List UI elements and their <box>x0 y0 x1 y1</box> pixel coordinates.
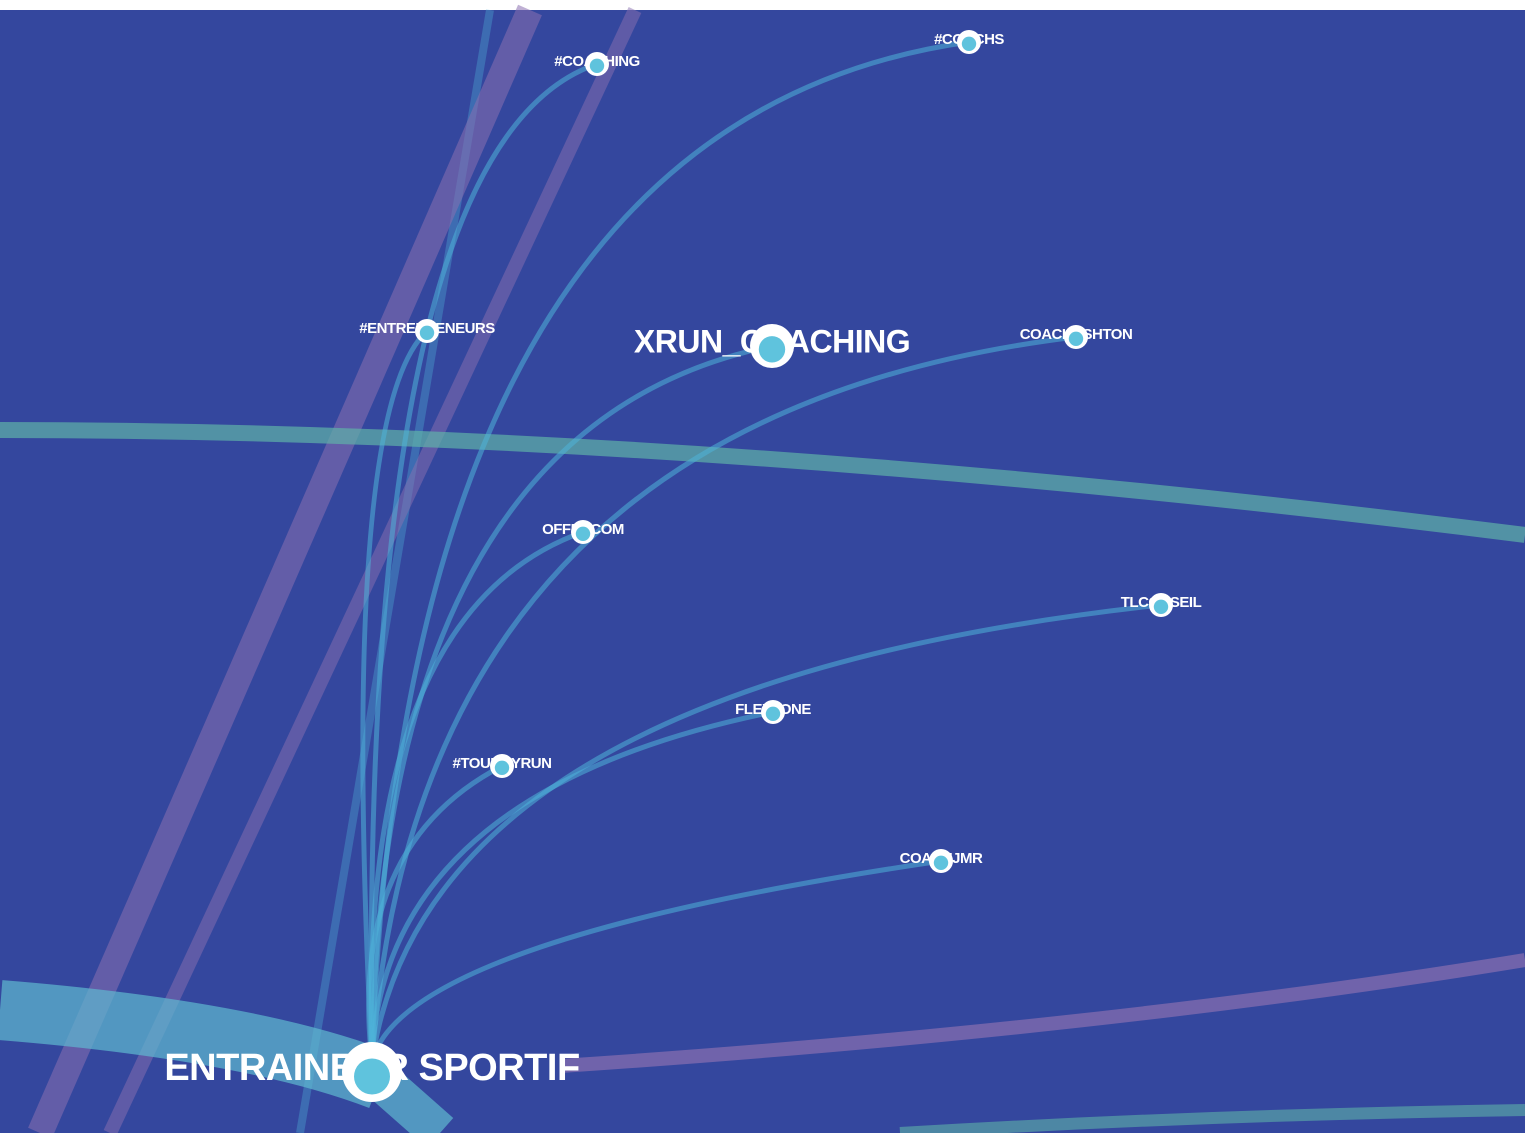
node: XRUN_COACHING <box>634 323 911 368</box>
node: FLEXTONE <box>735 700 812 724</box>
edge <box>369 602 1162 1063</box>
node-core <box>765 706 781 721</box>
edge <box>366 763 504 1063</box>
node-core <box>354 1058 390 1095</box>
band <box>899 1104 1525 1133</box>
node-core <box>758 336 786 363</box>
node: COACHJMR <box>900 849 983 873</box>
background-bands <box>0 4 1525 1133</box>
node: #COACHING <box>554 52 640 76</box>
node-core <box>1068 331 1084 346</box>
nodes: #COACHING #COACHS #ENTREPRENEURS XRUN_COACH… <box>164 30 1202 1102</box>
node-core <box>419 325 435 340</box>
edge <box>369 334 1077 1063</box>
band <box>0 422 1525 543</box>
node: #TOURBYRUN <box>453 754 552 778</box>
edge <box>368 61 598 1063</box>
node: ENTRAINEUR SPORTIF <box>164 1042 580 1102</box>
node-core <box>933 855 949 870</box>
edge <box>360 329 429 1063</box>
node: COACHASHTON <box>1020 325 1133 349</box>
edge <box>369 343 773 1063</box>
node-core <box>961 36 977 51</box>
node: #COACHS <box>934 30 1005 54</box>
band <box>28 4 542 1133</box>
node-core <box>1153 599 1169 614</box>
node: OFFRECOM <box>542 520 624 544</box>
node: #ENTREPRENEURS <box>359 319 496 343</box>
node-core <box>575 526 591 541</box>
edges <box>360 39 1162 1063</box>
band <box>559 953 1525 1073</box>
node-core <box>494 760 510 775</box>
band <box>103 7 642 1133</box>
edge <box>369 858 942 1063</box>
edge <box>369 709 774 1063</box>
background <box>0 10 1525 1133</box>
node: TLCONSEIL <box>1121 593 1202 617</box>
node-core <box>589 58 605 73</box>
